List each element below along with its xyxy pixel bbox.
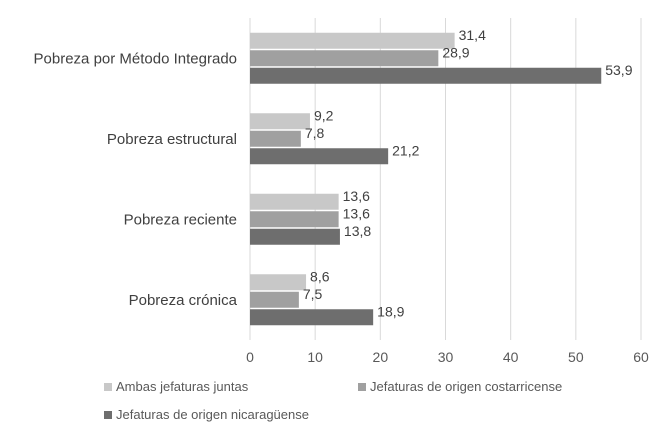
bar-2-0 [250,193,339,210]
data-label-1-0: 9,2 [314,107,334,123]
bar-3-1 [250,291,299,308]
category-labels: Pobreza por Método Integrado Pobreza estr… [34,50,238,309]
category-label-1: Pobreza estructural [107,131,237,148]
data-labels: 31,428,9 53,9 9,2 7,8 21,2 13,613,6 13,8 8,6 7,5… [303,27,633,320]
data-label-2-2: 13,8 [344,223,371,239]
data-label-0-2: 53,9 [605,62,632,78]
legend-swatch-0 [104,383,112,391]
category-label-0: Pobreza por Método Integrado [34,50,237,67]
x-tick-labels: 0 10 20 30 40 50 60 [246,349,649,365]
bar-0-1 [250,50,439,67]
bar-3-0 [250,274,307,291]
data-label-1-1: 7,8 [305,125,325,141]
bar-2-2 [250,228,340,245]
data-label-2-1: 13,6 [343,205,370,221]
legend-label-1: Jefaturas de origen costarricense [370,379,562,394]
x-tick-label-50: 50 [568,349,584,365]
bar-3-2 [250,309,374,326]
x-tick-label-60: 60 [633,349,649,365]
bar-1-2 [250,148,389,165]
data-label-3-0: 8,6 [310,268,330,284]
data-label-0-0: 31,4 [459,27,486,43]
category-label-3: Pobreza crónica [129,292,238,309]
bar-1-1 [250,130,301,147]
bar-2-1 [250,211,339,228]
x-tick-label-10: 10 [307,349,323,365]
legend-swatch-1 [358,383,366,391]
bar-1-0 [250,113,310,130]
bar-0-0 [250,32,455,49]
x-tick-label-40: 40 [503,349,519,365]
legend-swatch-2 [104,411,112,419]
data-label-1-2: 21,2 [392,142,419,158]
x-tick-label-20: 20 [373,349,389,365]
data-label-3-1: 7,5 [303,286,323,302]
legend-label-2: Jefaturas de origen nicaragüense [116,407,309,422]
data-label-2-0: 13,6 [343,188,370,204]
legend: Ambas jefaturas juntas Jefaturas de orige… [104,379,562,422]
bar-0-2 [250,67,602,84]
legend-label-0: Ambas jefaturas juntas [116,379,249,394]
x-tick-label-30: 30 [438,349,454,365]
data-label-0-1: 28,9 [442,44,469,60]
category-label-2: Pobreza reciente [124,211,237,228]
data-label-3-2: 18,9 [377,303,404,319]
bars [250,32,602,326]
x-tick-label-0: 0 [246,349,254,365]
